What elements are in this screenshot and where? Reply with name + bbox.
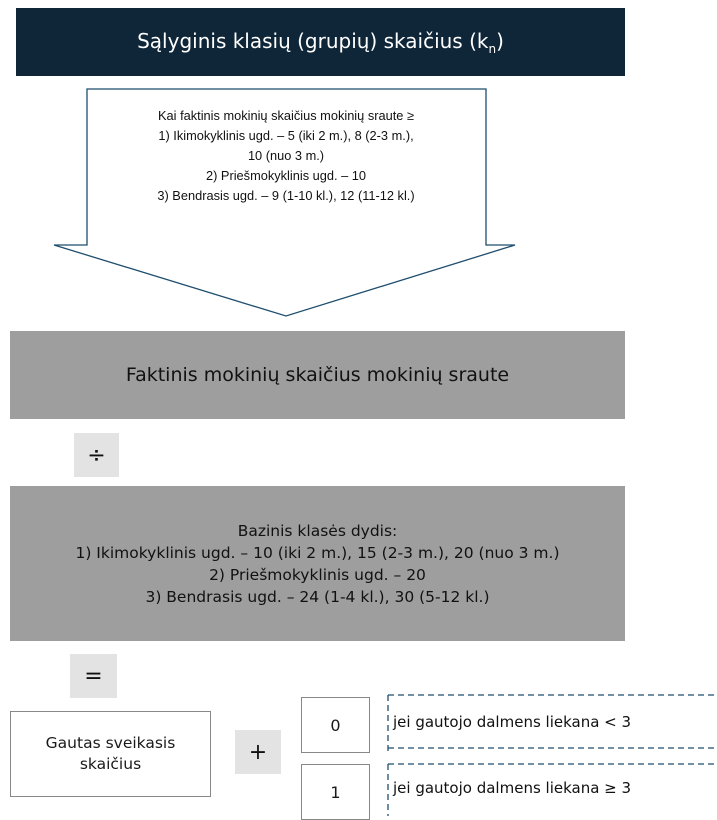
condition-line: 1) Ikimokyklinis ugd. – 5 (iki 2 m.), 8 … xyxy=(158,128,414,143)
bazinis-line: Bazinis klasės dydis: xyxy=(237,521,398,540)
value-box-one: 1 xyxy=(301,764,370,820)
arrow-condition-text: Kai faktinis mokinių skaičius mokinių sr… xyxy=(86,106,486,226)
condition-line: 10 (nuo 3 m.) xyxy=(247,148,325,163)
down-arrow-shape xyxy=(53,88,516,317)
plus-operator: + xyxy=(235,730,281,774)
bazinis-line: 1) Ikimokyklinis ugd. – 10 (iki 2 m.), 1… xyxy=(75,543,560,562)
bazinis-line: 3) Bendrasis ugd. – 24 (1-4 kl.), 30 (5-… xyxy=(145,587,490,606)
gautas-box: Gautas sveikasis skaičius xyxy=(10,711,211,797)
gautas-line: skaičius xyxy=(79,755,142,773)
bazinis-box: Bazinis klasės dydis: 1) Ikimokyklinis u… xyxy=(10,486,625,641)
condition-line: Kai faktinis mokinių skaičius mokinių sr… xyxy=(158,108,414,123)
condition-remainder-less: jei gautojo dalmens liekana < 3 xyxy=(393,713,632,731)
faktinis-text: Faktinis mokinių skaičius mokinių sraute xyxy=(125,364,510,386)
title-text: Sąlyginis klasių (grupių) skaičius (kn) xyxy=(137,28,504,56)
condition-line: 2) Priešmokyklinis ugd. – 10 xyxy=(205,168,367,183)
divide-operator: ÷ xyxy=(74,433,119,477)
value-box-zero: 0 xyxy=(301,697,370,753)
dashed-bracket-lines xyxy=(387,694,717,816)
title-bar: Sąlyginis klasių (grupių) skaičius (kn) xyxy=(16,8,625,76)
condition-remainder-greater-equal: jei gautojo dalmens liekana ≥ 3 xyxy=(393,779,632,797)
gautas-line: Gautas sveikasis xyxy=(45,734,176,752)
faktinis-box: Faktinis mokinių skaičius mokinių sraute xyxy=(10,331,625,419)
equals-operator: = xyxy=(70,654,117,698)
bazinis-line: 2) Priešmokyklinis ugd. – 20 xyxy=(209,565,426,584)
condition-line: 3) Bendrasis ugd. – 9 (1-10 kl.), 12 (11… xyxy=(157,188,415,203)
